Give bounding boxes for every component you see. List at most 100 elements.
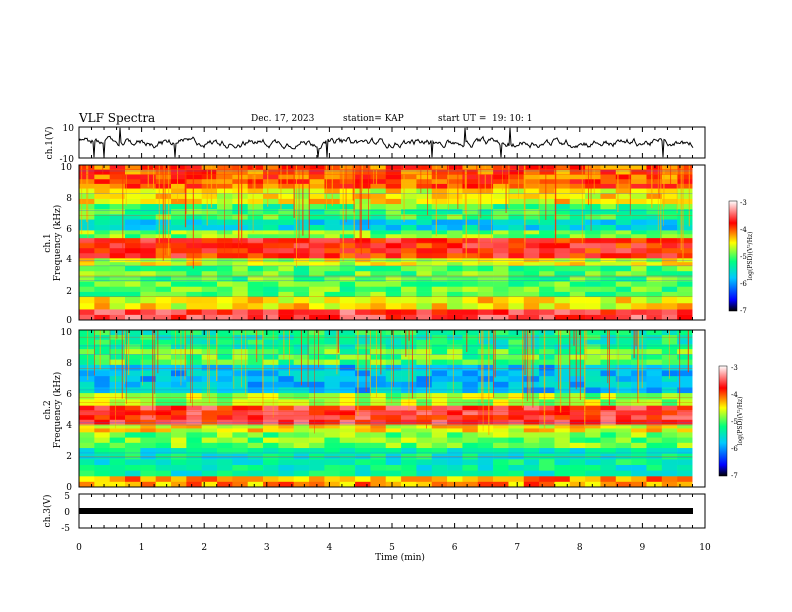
spectrogram-cell xyxy=(217,330,233,336)
spectrogram-cell xyxy=(539,432,555,438)
spectrogram-cell xyxy=(247,252,264,259)
spectrogram-cell xyxy=(477,233,494,239)
spectrogram-cell xyxy=(401,442,417,449)
spectrogram-cell xyxy=(109,405,126,411)
spectrogram-cell xyxy=(523,354,540,360)
spectrogram-cell xyxy=(539,437,555,443)
spectrogram-cell xyxy=(477,481,494,488)
spectrogram-cell xyxy=(186,447,202,454)
spectrogram-cell xyxy=(247,165,264,170)
spectrogram-cell xyxy=(324,410,341,416)
spectrogram-cell xyxy=(263,405,279,411)
spectrogram-cell xyxy=(109,203,126,210)
spectrogram-cell xyxy=(585,247,601,254)
spectrogram-cell xyxy=(569,309,586,315)
spectrogram-cell xyxy=(539,348,555,355)
spectrogram-cell xyxy=(401,265,417,272)
ch1-freq-tick-10: 10 xyxy=(61,163,73,173)
spectrogram-cell xyxy=(278,470,295,477)
spectrogram-cell xyxy=(631,261,647,267)
spectrogram-cell xyxy=(94,286,110,292)
spectrogram-cell xyxy=(171,233,187,239)
spectrogram-cell xyxy=(293,419,310,425)
spectrogram-cell xyxy=(661,442,678,449)
spectrogram-cell xyxy=(217,276,233,282)
spectrogram-cell xyxy=(631,442,647,449)
spectrogram-cell xyxy=(171,359,187,365)
spectrogram-cell xyxy=(247,237,264,244)
spectrogram-cell xyxy=(140,252,156,259)
spectrogram-cell xyxy=(79,339,95,345)
spectrogram-cell xyxy=(79,359,95,365)
spectrogram-cell xyxy=(339,224,356,231)
spectrogram-cell xyxy=(140,219,156,225)
spectrogram-cell xyxy=(508,424,525,429)
spectrogram-cell xyxy=(416,414,433,420)
spectrogram-cell xyxy=(79,252,95,259)
spectrogram-cell xyxy=(94,410,110,416)
spectrogram-cell xyxy=(140,270,156,277)
spectrogram-cell xyxy=(94,276,110,282)
spectrogram-cell xyxy=(447,224,463,231)
spectrogram-cell xyxy=(585,432,601,438)
spectrogram-cell xyxy=(539,424,555,429)
spectrogram-cell xyxy=(569,265,586,272)
spectrogram-cell xyxy=(477,258,494,263)
spectrogram-cell xyxy=(201,203,218,210)
spectrogram-cell xyxy=(171,453,187,460)
spectrogram-cell xyxy=(309,296,325,304)
spectrogram-cell xyxy=(94,464,110,471)
spectrogram-cell xyxy=(370,252,387,259)
spectrogram-cell xyxy=(585,302,601,310)
spectrogram-cell xyxy=(554,169,571,175)
spectrogram-cell xyxy=(125,276,141,282)
spectrogram-cell xyxy=(677,309,693,315)
spectrogram-cell xyxy=(232,476,249,482)
spectrogram-cell xyxy=(431,410,448,416)
spectrogram-cell xyxy=(247,481,264,488)
spectrogram-cell xyxy=(569,437,586,443)
spectrogram-cell xyxy=(140,447,156,454)
spectrogram-cell xyxy=(293,302,310,310)
spectrogram-cell xyxy=(523,174,540,180)
spectrogram-cell xyxy=(339,247,356,254)
spectrogram-cell xyxy=(585,339,601,345)
spectrogram-cell xyxy=(109,359,126,365)
spectrogram-cell xyxy=(186,265,202,272)
spectrogram-cell xyxy=(171,459,187,466)
spectrogram-cell xyxy=(339,193,356,199)
spectrogram-cell xyxy=(523,437,540,443)
spectrogram-cell xyxy=(109,339,126,345)
spectrogram-cell xyxy=(508,481,525,488)
spectrogram-cell xyxy=(493,252,509,259)
spectrogram-cell xyxy=(493,286,509,292)
spectrogram-cell xyxy=(232,424,249,429)
spectrogram-cell xyxy=(355,364,371,371)
spectrogram-cell xyxy=(155,364,172,371)
spectrogram-cell xyxy=(646,375,663,382)
spectrogram-cell xyxy=(585,178,601,184)
spectrogram-cell xyxy=(631,432,647,438)
spectrogram-cell xyxy=(278,188,295,194)
spectrogram-cell xyxy=(247,193,264,199)
spectrogram-cell xyxy=(278,198,295,205)
spectrogram-cell xyxy=(661,405,678,411)
spectrogram-cell xyxy=(539,314,555,321)
spectrogram-cell xyxy=(278,447,295,454)
spectrogram-cell xyxy=(677,169,693,175)
spectrogram-cell xyxy=(171,470,187,477)
spectrogram-cell xyxy=(615,344,632,350)
spectrogram-cell xyxy=(370,233,387,239)
spectrogram-cell xyxy=(523,344,540,350)
spectrogram-cell xyxy=(585,481,601,488)
spectrogram-cell xyxy=(293,270,310,277)
spectrogram-cell xyxy=(677,442,693,449)
spectrogram-cell xyxy=(661,233,678,239)
spectrogram-cell xyxy=(217,247,233,254)
spectrogram-cell xyxy=(508,224,525,231)
spectrogram-cell xyxy=(186,370,202,377)
spectrogram-cell xyxy=(523,276,540,282)
spectrogram-cell xyxy=(416,270,433,277)
spectrogram-cell xyxy=(600,464,617,471)
spectrogram-cell xyxy=(370,447,387,454)
